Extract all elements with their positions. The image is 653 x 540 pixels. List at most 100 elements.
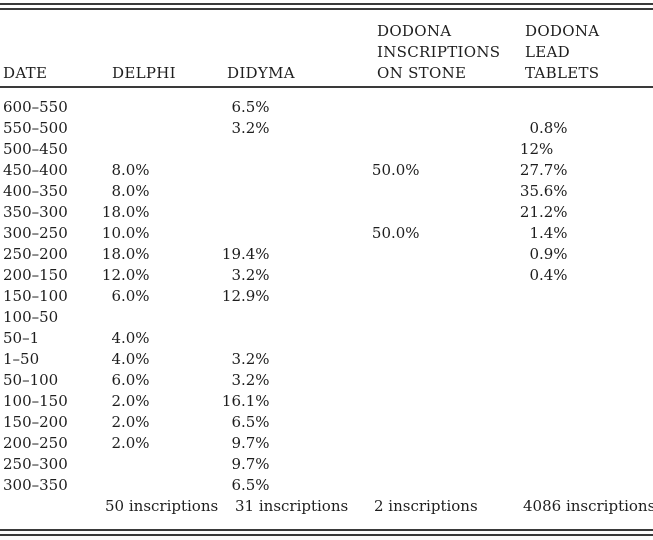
totals-date-cell [3, 496, 99, 517]
value-integer-part: 6 [111, 371, 121, 389]
lead-value-cell [517, 307, 653, 328]
lead-value-cell: 21.2% [517, 202, 653, 223]
table-row: 500–450 12% [0, 139, 653, 160]
value-fraction-part: .0% [121, 329, 150, 347]
lead-value-cell [517, 349, 653, 370]
value-fraction-part: .1% [241, 392, 270, 410]
column-header-date: DATE [3, 64, 48, 82]
value-integer-part: 6 [231, 98, 241, 116]
didyma-value-cell: 3.2% [219, 370, 369, 391]
value-fraction-part: .0% [121, 182, 150, 200]
table-row: 400–350 8.0% 35.6% [0, 181, 653, 202]
value-fraction-part: .0% [121, 371, 150, 389]
value-fraction-part: .0% [121, 266, 150, 284]
lead-value-cell [517, 97, 653, 118]
value-fraction-part: .4% [539, 266, 568, 284]
totals-row: 50 inscriptions 31 inscriptions 2 inscri… [0, 496, 653, 517]
value-fraction-part: .0% [121, 245, 150, 263]
table-row: 300–250 10.0% 50.0% 1.4% [0, 223, 653, 244]
lead-value-cell [517, 433, 653, 454]
didyma-value-cell: 9.7% [219, 433, 369, 454]
delphi-value-cell: 8.0% [99, 181, 219, 202]
totals-didyma: 31 inscriptions [235, 497, 349, 515]
delphi-value-cell [99, 97, 219, 118]
delphi-value-cell: 12.0% [99, 265, 219, 286]
value-fraction-part: .2% [241, 350, 270, 368]
value-integer-part: 0 [529, 266, 539, 284]
value-fraction-part: .2% [241, 371, 270, 389]
stone-value-cell [369, 118, 517, 139]
date-cell: 250–300 [3, 455, 68, 473]
stone-value-cell [369, 475, 517, 496]
value-integer-part: 0 [529, 119, 539, 137]
didyma-value-cell [219, 139, 369, 160]
lead-value-cell: 27.7% [517, 160, 653, 181]
stone-value-cell [369, 454, 517, 475]
value-fraction-part: .7% [539, 161, 568, 179]
stone-value-cell [369, 370, 517, 391]
stone-value-cell [369, 244, 517, 265]
delphi-value-cell: 10.0% [99, 223, 219, 244]
value-fraction-part: .4% [539, 224, 568, 242]
table-row: 100–150 2.0% 16.1% [0, 391, 653, 412]
delphi-value-cell: 2.0% [99, 412, 219, 433]
value-fraction-part: .0% [391, 161, 420, 179]
delphi-value-cell: 4.0% [99, 349, 219, 370]
top-rule-line-2 [0, 8, 653, 10]
value-integer-part: 6 [111, 287, 121, 305]
value-integer-part: 21 [519, 203, 539, 221]
value-fraction-part: .5% [241, 476, 270, 494]
value-integer-part: 3 [231, 266, 241, 284]
stone-value-cell [369, 307, 517, 328]
value-fraction-part: .7% [241, 434, 270, 452]
table-row: 350–300 18.0% 21.2% [0, 202, 653, 223]
value-integer-part: 9 [231, 434, 241, 452]
table-row: 250–200 18.0% 19.4% 0.9% [0, 244, 653, 265]
value-fraction-part: .0% [121, 350, 150, 368]
totals-dodona-lead: 4086 inscriptions [523, 497, 653, 515]
date-cell: 300–250 [3, 224, 68, 242]
date-cell: 150–100 [3, 287, 68, 305]
date-cell: 200–250 [3, 434, 68, 452]
date-cell: 100–150 [3, 392, 68, 410]
value-integer-part: 3 [231, 119, 241, 137]
stone-value-cell [369, 97, 517, 118]
date-cell: 400–350 [3, 182, 68, 200]
value-fraction-part: .8% [539, 119, 568, 137]
lead-value-cell: 35.6% [517, 181, 653, 202]
lead-value-cell [517, 328, 653, 349]
value-integer-part: 2 [111, 413, 121, 431]
value-integer-part: 12 [221, 287, 241, 305]
value-fraction-part: .9% [241, 287, 270, 305]
lead-value-cell: 12% [517, 139, 653, 160]
value-fraction-part: .9% [539, 245, 568, 263]
lead-value-cell [517, 475, 653, 496]
didyma-value-cell: 3.2% [219, 118, 369, 139]
lead-value-cell: 0.4% [517, 265, 653, 286]
column-header-didyma: DIDYMA [227, 64, 295, 82]
lead-value-cell: 0.8% [517, 118, 653, 139]
didyma-value-cell: 12.9% [219, 286, 369, 307]
value-integer-part: 35 [519, 182, 539, 200]
delphi-value-cell: 6.0% [99, 286, 219, 307]
value-integer-part: 3 [231, 350, 241, 368]
totals-delphi: 50 inscriptions [105, 497, 219, 515]
didyma-value-cell: 16.1% [219, 391, 369, 412]
stone-value-cell [369, 286, 517, 307]
table-row: 300–350 6.5% [0, 475, 653, 496]
value-integer-part: 12 [101, 266, 121, 284]
lead-value-cell: 0.9% [517, 244, 653, 265]
bottom-rule-line-2 [0, 534, 653, 536]
table-header-row: DATE DELPHI DIDYMA DODONA INSCRIPTIONS O… [0, 10, 653, 84]
didyma-value-cell [219, 202, 369, 223]
value-integer-part: 27 [519, 161, 539, 179]
didyma-value-cell: 6.5% [219, 475, 369, 496]
date-cell: 1–50 [3, 350, 40, 368]
stone-value-cell [369, 328, 517, 349]
stone-value-cell [369, 391, 517, 412]
table-row: 1–50 4.0% 3.2% [0, 349, 653, 370]
value-integer-part: 50 [371, 161, 391, 179]
stone-value-cell [369, 433, 517, 454]
stone-value-cell [369, 181, 517, 202]
